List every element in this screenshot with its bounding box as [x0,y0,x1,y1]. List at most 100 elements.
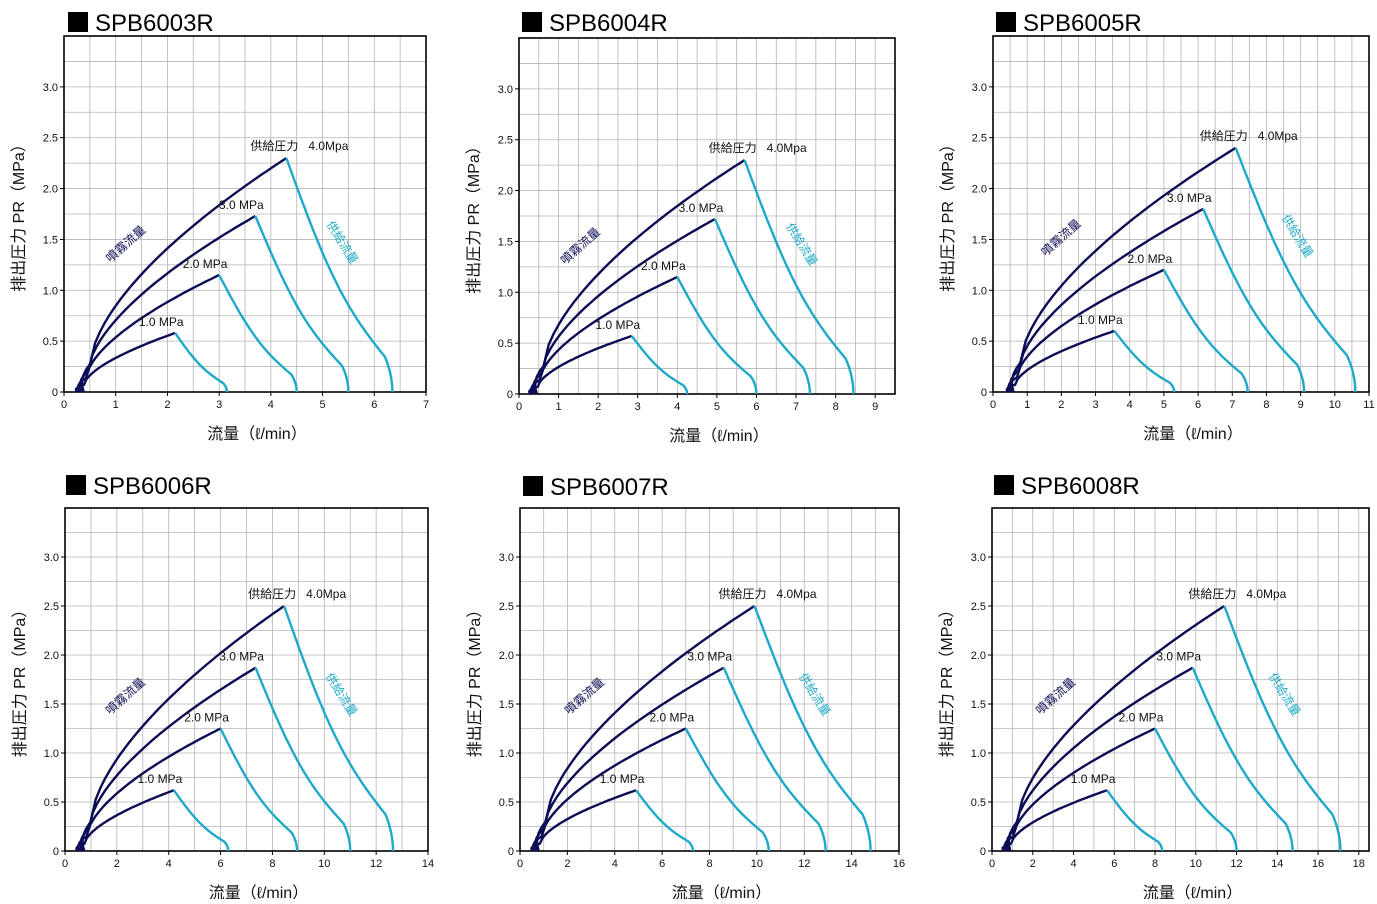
y-tick-label: 1.5 [971,699,986,711]
discharge-curve-label: 噴霧流量 [562,675,607,718]
y-tick-label: 2.5 [43,133,58,145]
supply-curve [174,332,229,393]
discharge-curve-label: 噴霧流量 [103,675,148,718]
y-tick-label: 0.5 [971,797,986,809]
discharge-curve [77,727,222,852]
x-tick-label: 10 [751,858,763,870]
discharge-curve [81,605,285,852]
series-label: 2.0 MPa [1128,252,1173,266]
x-axis-label: 流量（ℓ/min） [207,425,306,443]
discharge-curve [80,157,288,393]
x-tick-label: 0 [516,401,522,413]
supply-curve [753,605,872,852]
x-tick-label: 2 [1058,399,1064,411]
supply-curve [1162,269,1249,393]
series-label: 1.0 MPa [138,772,183,786]
x-tick-label: 3 [216,399,222,411]
chart-title: SPB6004R [549,10,668,37]
supply-pressure-label: 供給圧力 [719,587,767,601]
x-tick-label: 2 [114,858,120,870]
x-tick-label: 8 [1152,858,1158,870]
discharge-curve [76,273,220,393]
discharge-curve [530,789,637,852]
supply-curve [1234,147,1357,393]
series-label: 4.0Mpa [767,141,807,155]
discharge-curve-label: 噴霧流量 [1033,675,1078,718]
discharge-curve [74,331,176,393]
supply-curve [1191,667,1294,852]
y-tick-label: 1.5 [498,236,513,248]
x-axis-label: 流量（ℓ/min） [669,427,768,445]
supply-curve-label: 供給流量 [323,670,360,718]
y-axis-label: 排出圧力 PR（MPa） [465,138,483,294]
x-tick-label: 10 [1190,858,1202,870]
x-tick-label: 18 [1353,858,1365,870]
series-label: 3.0 MPa [1167,191,1212,205]
grid [992,508,1369,851]
y-tick-label: 3.0 [44,552,59,564]
supply-curve [254,215,350,393]
curves [528,159,855,395]
y-tick-label: 0 [508,846,514,858]
supply-curve [1202,208,1306,393]
series-label: 1.0 MPa [595,318,640,332]
x-tick-label: 4 [612,858,618,870]
y-tick-label: 2.5 [499,601,514,613]
y-tick-label: 1.5 [499,699,514,711]
y-tick-label: 0 [52,387,58,399]
discharge-curve [530,275,678,395]
supply-curve-label: 供給流量 [783,220,820,268]
x-tick-label: 12 [370,858,382,870]
x-tick-label: 0 [990,399,996,411]
x-tick-label: 7 [1229,399,1235,411]
y-tick-label: 1.0 [43,285,58,297]
discharge-curve [78,214,256,393]
y-tick-label: 1.0 [498,287,513,299]
y-tick-label: 1.0 [972,285,987,297]
chart-panel: SPB6004R 0 1 2 3 4 5 6 7 8 9 0 0.5 1.0 1.5 2.0 2.5 3.0 流量（… [465,10,896,445]
x-tick-label: 11 [1363,399,1374,411]
x-tick-label: 7 [793,401,799,413]
x-tick-label: 8 [706,858,712,870]
series-label: 2.0 MPa [1119,711,1164,725]
x-tick-label: 0 [517,858,523,870]
y-tick-label: 0 [53,846,59,858]
discharge-curve [1003,727,1156,852]
x-tick-label: 5 [1161,399,1167,411]
y-tick-label: 3.0 [972,82,987,94]
x-axis-label: 流量（ℓ/min） [209,884,308,899]
supply-curve-label: 供給流量 [1279,212,1316,260]
series-label: 3.0 MPa [1156,650,1201,664]
x-tick-label: 6 [1111,858,1117,870]
supply-pressure-label: 供給圧力 [1200,129,1248,143]
series-label: 4.0Mpa [777,587,817,601]
x-tick-label: 4 [268,399,274,411]
y-tick-label: 2.0 [972,184,987,196]
title-square-icon [994,475,1014,495]
supply-pressure-label: 供給圧力 [250,139,298,153]
x-tick-label: 4 [166,858,172,870]
series-label: 2.0 MPa [183,257,228,271]
supply-curve [172,789,230,852]
y-tick-label: 1.5 [43,234,58,246]
x-tick-label: 6 [371,399,377,411]
y-tick-label: 3.0 [971,552,986,564]
title-square-icon [523,476,543,496]
y-tick-label: 0.5 [43,336,58,348]
chart-title: SPB6006R [93,473,212,500]
supply-curve [722,667,827,852]
y-tick-label: 0 [981,387,987,399]
x-tick-label: 5 [320,399,326,411]
y-tick-label: 2.0 [971,650,986,662]
supply-curve [285,157,394,393]
series-label: 1.0 MPa [139,315,184,329]
y-tick-label: 2.0 [498,186,513,198]
series-label: 1.0 MPa [1078,313,1123,327]
curves [530,604,872,852]
x-tick-label: 2 [595,401,601,413]
y-tick-label: 1.5 [972,234,987,246]
series-label: 3.0 MPa [219,198,264,212]
x-tick-label: 12 [798,858,810,870]
grid [993,36,1369,392]
